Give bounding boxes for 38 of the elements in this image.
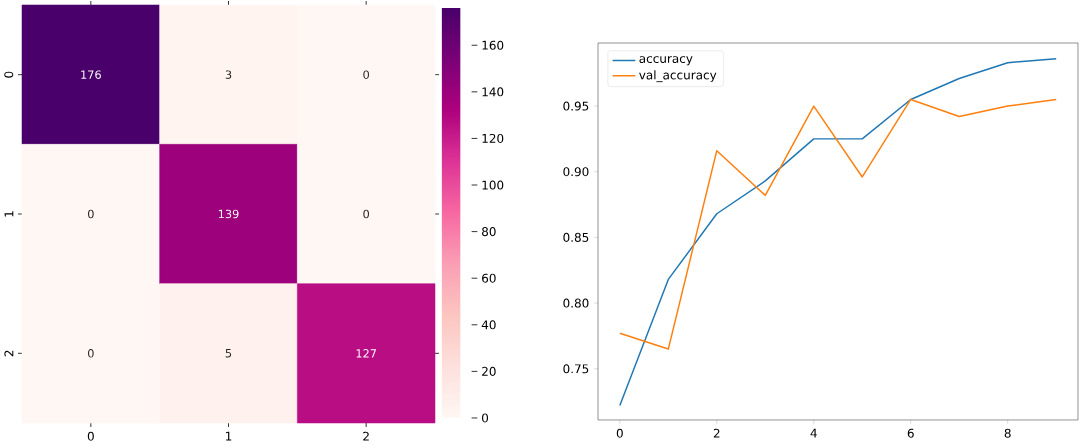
color-bar-label: 0 <box>482 413 489 423</box>
color-bar-label: 100 <box>482 180 504 190</box>
color-bar-label: 60 <box>482 273 496 283</box>
data-label: 0 <box>87 349 94 358</box>
y-tick-label: 1 <box>4 211 14 217</box>
color-bar-label: 140 <box>482 87 504 97</box>
x-tick-label: 0 <box>616 428 623 438</box>
legend-label: accuracy <box>639 56 693 66</box>
y-tick-label: 2 <box>4 350 14 357</box>
data-label: 3 <box>225 70 232 79</box>
y-tick-label: 0.95 <box>563 101 589 111</box>
line-series <box>619 58 1057 407</box>
x-tick-label: 2 <box>363 431 369 441</box>
x-tick-label: 6 <box>907 428 914 438</box>
color-bar-label: 160 <box>482 40 504 50</box>
legend-label: val_accuracy <box>639 70 717 83</box>
y-tick-label: 0.75 <box>563 364 589 374</box>
y-tick-label: 0 <box>4 71 14 78</box>
data-label: 0 <box>363 209 370 219</box>
color-bar-label: 120 <box>482 133 504 143</box>
x-tick-label: 2 <box>713 428 720 438</box>
y-tick-label: 0.90 <box>563 167 589 177</box>
data-label: 5 <box>225 349 232 358</box>
color-bar-label: 80 <box>482 227 496 237</box>
x-tick-label: 4 <box>810 428 817 438</box>
color-bar-label: 20 <box>482 366 496 376</box>
data-label: 176 <box>81 70 101 79</box>
x-tick-label: 1 <box>226 431 232 441</box>
color-bar-label: 40 <box>481 320 496 330</box>
data-label: 0 <box>87 209 94 219</box>
data-label: 0 <box>363 70 370 79</box>
y-tick-label: 0.85 <box>563 232 589 242</box>
y-tick-label: 0.80 <box>563 298 589 308</box>
data-label: 139 <box>218 209 239 219</box>
line-series <box>619 98 1057 350</box>
x-tick-label: 8 <box>1004 428 1011 438</box>
x-tick-label: 0 <box>87 431 94 441</box>
data-label: 127 <box>356 349 377 358</box>
